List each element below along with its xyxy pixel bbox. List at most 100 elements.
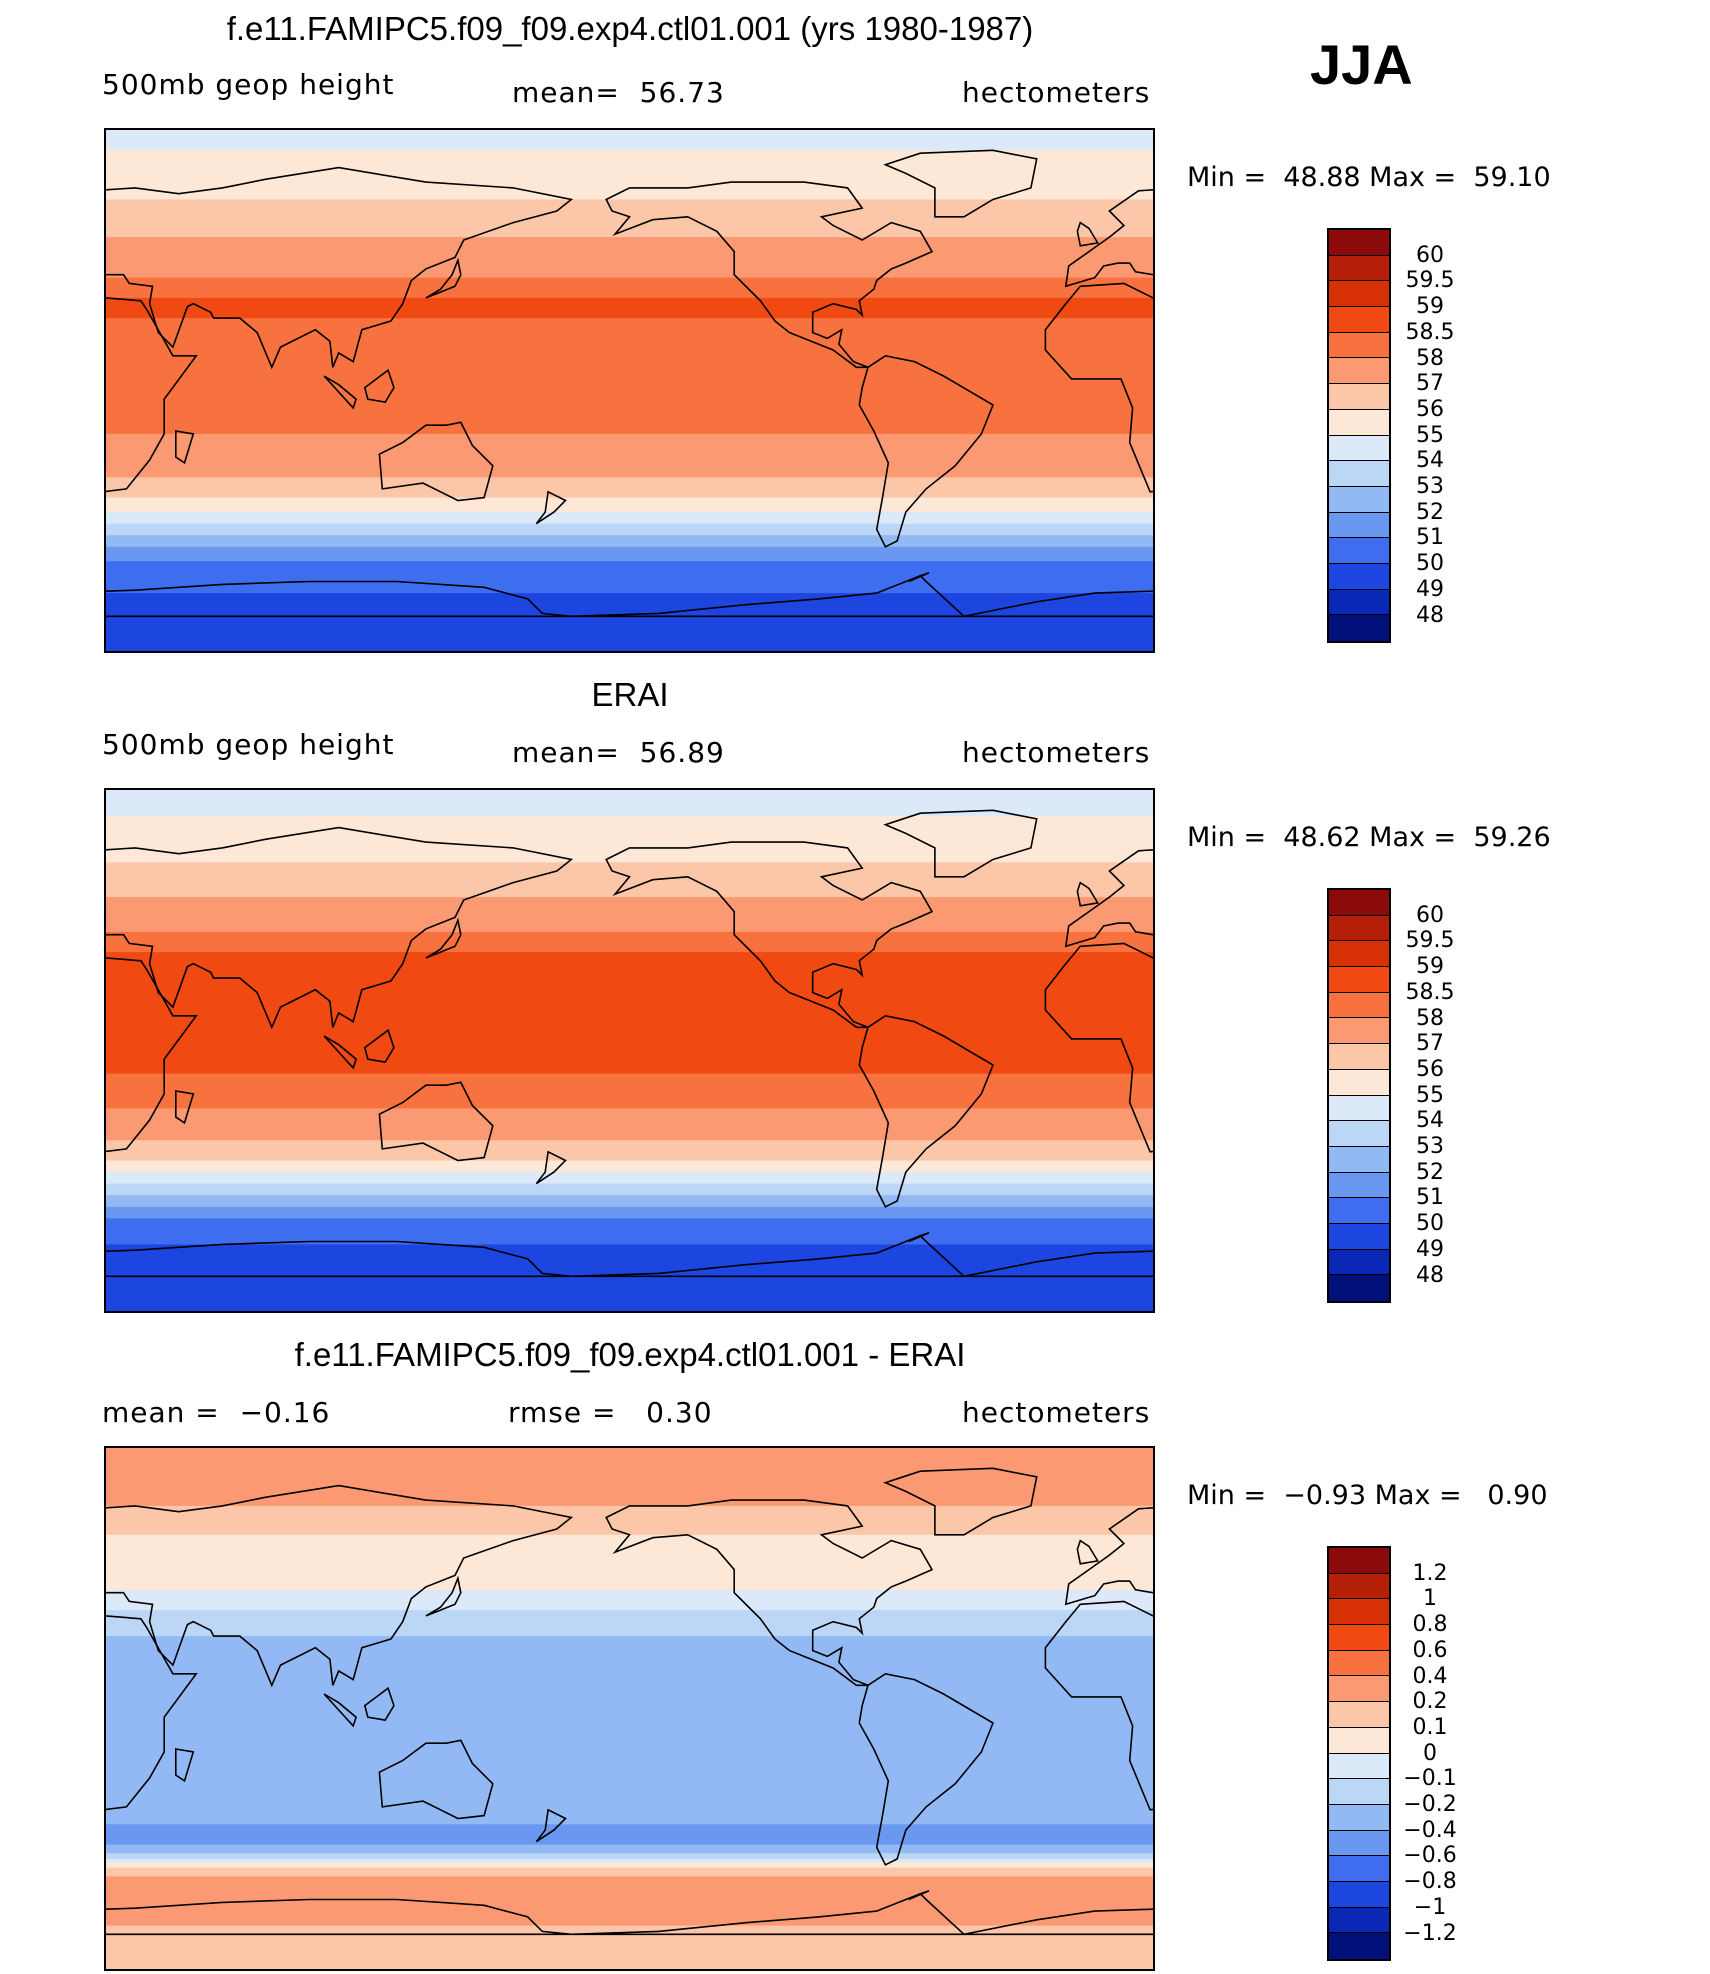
contour-band: [106, 1036, 1153, 1040]
contour-band: [106, 138, 1153, 143]
colorbar-swatch: [1329, 1044, 1389, 1070]
contour-band: [106, 1679, 1153, 1684]
contour-band: [106, 541, 1153, 545]
contour-band: [106, 376, 1153, 380]
contour-band: [106, 1500, 1153, 1504]
contour-band: [106, 810, 1153, 814]
contour-band: [106, 1832, 1153, 1837]
panel-1-variable: 500mb geop height: [102, 68, 395, 101]
contour-band: [106, 1746, 1153, 1750]
contour-band: [106, 1267, 1153, 1272]
contour-band: [106, 1192, 1153, 1196]
contour-band: [106, 1508, 1153, 1513]
contour-band: [106, 141, 1153, 146]
colorbar-label: −0.4: [1403, 1817, 1457, 1843]
contour-band: [106, 561, 1153, 565]
contour-band: [106, 1699, 1153, 1704]
coastline: [323, 375, 358, 410]
contour-band: [106, 1079, 1153, 1083]
contour-band: [106, 1714, 1153, 1718]
contour-band: [106, 1244, 1153, 1248]
contour-band: [106, 1465, 1153, 1469]
contour-band: [106, 1777, 1153, 1782]
contour-band: [106, 532, 1153, 536]
contour-band: [106, 827, 1153, 832]
colorbar-swatch: [1329, 1856, 1389, 1882]
colorbar-swatch: [1329, 563, 1389, 590]
coastline: [106, 957, 198, 1153]
contour-band: [106, 231, 1153, 235]
coastline: [571, 574, 1153, 618]
contour-band: [106, 506, 1153, 510]
contour-band: [106, 642, 1153, 646]
panel-3-units: hectometers: [962, 1396, 1151, 1429]
colorbar-label: 52: [1416, 499, 1444, 525]
coastline: [1076, 221, 1099, 247]
colorbar-label: 50: [1416, 1211, 1444, 1237]
colorbar-label: 53: [1416, 1134, 1444, 1159]
contour-band: [106, 1636, 1153, 1640]
coastline: [323, 1035, 358, 1070]
contour-band: [106, 1633, 1153, 1637]
contour-band: [106, 465, 1153, 470]
contour-band: [106, 1024, 1153, 1028]
contour-band: [106, 358, 1153, 363]
contour-band: [106, 263, 1153, 267]
colorbar-swatch: [1329, 1223, 1389, 1250]
contour-band: [106, 1639, 1153, 1643]
contour-band: [106, 523, 1153, 528]
contour-band: [106, 1786, 1153, 1791]
map-canvas: [106, 1448, 1153, 1969]
contour-band: [106, 1772, 1153, 1776]
contour-band: [106, 856, 1153, 861]
contour-band: [106, 1624, 1153, 1629]
contour-band: [106, 1578, 1153, 1582]
contour-band: [106, 462, 1153, 467]
contour-band: [106, 1534, 1153, 1539]
contour-band: [106, 1792, 1153, 1796]
contour-band: [106, 624, 1153, 629]
colorbar-label: 0.2: [1412, 1689, 1448, 1715]
contour-band: [106, 1754, 1153, 1759]
colorbar-label: −1: [1413, 1894, 1447, 1920]
contour-band: [106, 940, 1153, 945]
contour-band: [106, 1206, 1153, 1211]
colorbar-label: 0.8: [1412, 1612, 1448, 1638]
contour-band: [106, 341, 1153, 345]
colorbar-label: 57: [1416, 371, 1444, 397]
contour-band: [106, 1128, 1153, 1133]
contour-band: [106, 1053, 1153, 1057]
contour-band: [106, 130, 1153, 134]
contour-band: [106, 349, 1153, 354]
contour-band: [106, 326, 1153, 331]
coastline: [175, 430, 195, 465]
contour-band: [106, 150, 1153, 154]
contour-band: [106, 1276, 1153, 1280]
colorbar-swatch: [1329, 332, 1389, 359]
contour-band: [106, 598, 1153, 603]
contour-band: [106, 1908, 1153, 1912]
contour-band: [106, 1809, 1153, 1814]
coastline: [605, 1499, 934, 1687]
contour-band: [106, 555, 1153, 559]
contour-band: [106, 1293, 1153, 1298]
panel-1-mean: mean= 56.73: [512, 76, 725, 109]
contour-band: [106, 422, 1153, 426]
contour-band: [106, 1001, 1153, 1005]
coastline: [858, 1014, 994, 1208]
contour-band: [106, 1705, 1153, 1710]
contour-band: [106, 158, 1153, 163]
contour-band: [106, 1146, 1153, 1150]
contour-band: [106, 1841, 1153, 1846]
colorbar-label: 58: [1416, 345, 1444, 371]
contour-band: [106, 954, 1153, 959]
contour-band: [106, 1879, 1153, 1883]
contour-band: [106, 1172, 1153, 1176]
contour-band: [106, 1482, 1153, 1487]
contour-band: [106, 1656, 1153, 1660]
contour-band: [106, 1088, 1153, 1092]
coastline: [605, 841, 934, 1029]
contour-band: [106, 312, 1153, 316]
contour-band: [106, 1474, 1153, 1478]
contour-band: [106, 294, 1153, 299]
